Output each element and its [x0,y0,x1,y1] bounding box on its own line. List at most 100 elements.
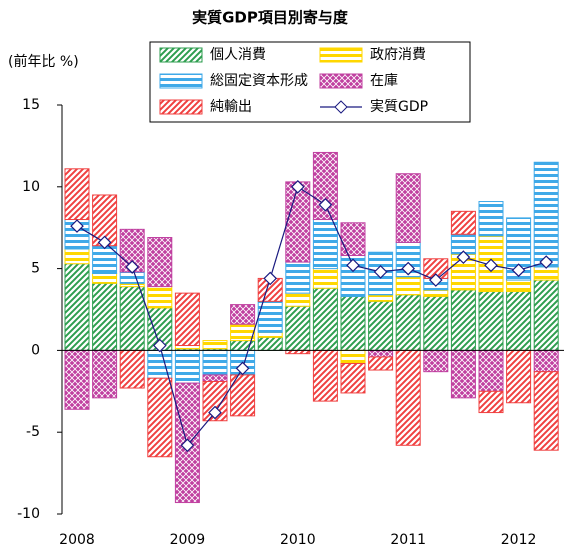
legend-label: 政府消費 [370,47,426,63]
bar-segment [533,161,559,268]
bar-segment [340,222,366,257]
bar-segment [423,349,449,373]
bar-segment [312,349,338,402]
bar-segment [64,349,90,410]
bar-segment [506,279,532,293]
bar-segment [147,377,173,458]
bar-segment [285,181,311,263]
legend-label: 総固定資本形成 [210,73,308,89]
bar-segment [506,349,532,404]
bar-segment [340,362,366,394]
gdp-marker [318,197,333,212]
gdp-marker [208,405,222,420]
bar-segment [147,237,173,288]
bar-segment [340,349,366,364]
bar-segment [423,295,449,351]
bar-segment [230,323,256,342]
x-tick-label: 2012 [501,532,537,548]
bar-segment [119,286,145,351]
gdp-marker [456,250,471,264]
bar-segment [285,292,311,307]
bar-segment [312,287,338,351]
bar-segment [533,279,559,351]
bar-segment [395,294,421,351]
bar-segment [64,168,90,221]
bar-segment [533,371,559,451]
bar-segment [423,289,449,297]
bar-segment [174,292,200,346]
gdp-marker [373,265,388,279]
bar-segment [340,295,366,351]
legend-label: 在庫 [370,72,398,89]
legend-label: 個人消費 [210,47,266,63]
bar-segment [533,266,559,281]
bar-segment [312,268,338,289]
bar-segment [395,349,421,446]
bar-segment [174,349,200,384]
bar-segment [285,305,311,351]
x-tick-label: 2008 [59,532,95,548]
bar-segment [312,219,338,270]
gdp-marker [539,255,554,269]
gdp-marker [428,273,443,287]
x-tick-label: 2011 [390,532,426,548]
bar-segment [478,291,504,351]
bar-segment [257,336,283,351]
gdp-marker [263,271,278,286]
bar-segment [368,356,394,371]
gdp-marker [346,258,360,273]
legend-box [149,41,471,123]
y-tick-label: 5 [31,261,40,277]
bar-segment [533,349,559,373]
bar-segment [285,261,311,294]
bar-segment [368,349,394,358]
gdp-marker [152,338,167,353]
bar-segment [202,374,228,382]
y-tick-label: 0 [31,342,40,358]
legend-swatch [159,73,203,89]
legend-swatch [319,47,363,63]
gdp-marker [235,361,250,376]
bar-segment [368,300,394,351]
bar-segment [202,349,228,376]
gdp-marker [484,258,498,273]
bar-segment [64,248,90,265]
chart-title: 実質GDP項目別寄与度 [192,9,349,27]
legend-marker [334,100,348,114]
y-tick-label: -10 [17,506,40,522]
legend-swatch [319,73,363,89]
y-axis-label: (前年比 %) [8,53,79,70]
bar-segment [202,340,228,350]
bar-segment [478,349,504,392]
bar-segment [450,289,476,351]
x-tick-label: 2010 [280,532,316,548]
gdp-marker [70,219,84,233]
x-tick-label: 2009 [170,532,206,548]
gdp-marker [97,235,112,250]
bar-segment [119,349,145,389]
bar-segment [478,201,504,237]
bar-segment [368,294,394,302]
bar-segment [395,173,421,243]
legend-label: 実質GDP [370,99,428,115]
bar-segment [92,273,118,284]
y-tick-label: 15 [22,97,40,113]
gdp-marker [511,263,526,278]
y-tick-label: 10 [22,179,40,195]
gdp-marker [290,179,305,194]
bar-segment [450,210,476,235]
y-tick-label: -5 [26,424,40,440]
gdp-marker [180,438,195,453]
bar-segment [92,282,118,351]
gdp-marker [125,260,140,274]
bar-segment [230,304,256,325]
bar-segment [147,286,173,309]
bar-segment [64,263,90,351]
bar-segment [257,331,283,338]
bar-segment [92,349,118,399]
legend-swatch [159,47,203,63]
bar-segment [450,349,476,399]
legend-label: 純輸出 [210,99,252,115]
legend-swatch [159,99,203,115]
